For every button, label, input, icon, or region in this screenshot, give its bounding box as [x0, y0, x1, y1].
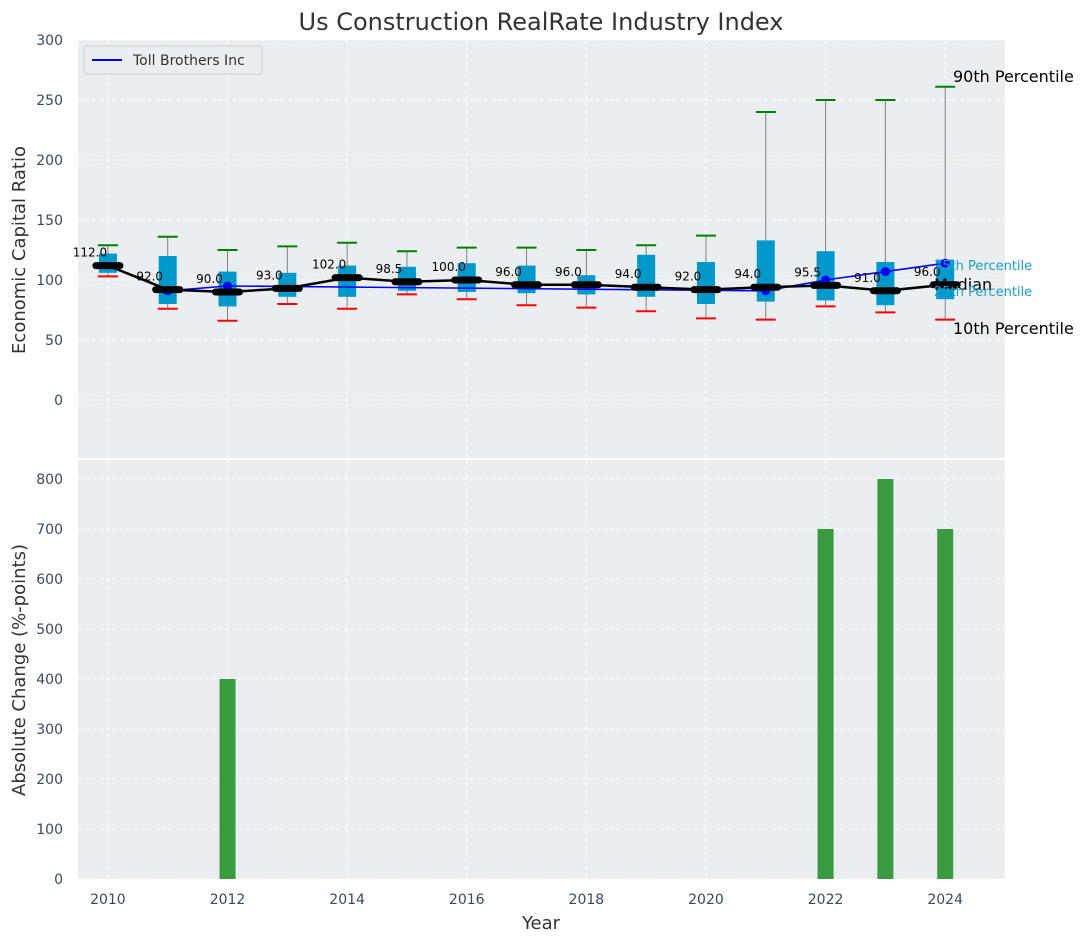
legend-label: Toll Brothers Inc: [132, 53, 245, 69]
y-tick-label: 600: [36, 572, 63, 588]
x-tick-label: 2012: [210, 892, 246, 908]
y-tick-label: 500: [36, 622, 63, 638]
median-value-labels: 112.0 92.0 90.0 93.0 102.0 98.5 100.0 96.0 96.0 9…: [73, 246, 941, 286]
x-tick-label: 2020: [688, 892, 724, 908]
box: [696, 262, 715, 304]
box: [338, 265, 357, 297]
y-tick-label: 300: [36, 722, 63, 738]
y-tick-label: 100: [36, 273, 63, 289]
annotation-p10: 10th Percentile: [953, 319, 1074, 338]
y-tick-label: 150: [36, 213, 63, 229]
median-label: 96.0: [495, 265, 522, 279]
series-point: [940, 258, 950, 268]
x-tick-label: 2024: [927, 892, 963, 908]
series-point: [223, 281, 233, 291]
x-tick-label: 2016: [449, 892, 485, 908]
x-tick-label: 2022: [808, 892, 844, 908]
bottom-y-axis-label: Absolute Change (%-points): [9, 544, 30, 796]
median-label: 94.0: [615, 267, 642, 281]
y-tick-label: 200: [36, 772, 63, 788]
chart-title: Us Construction RealRate Industry Index: [299, 8, 784, 36]
y-tick-label: 800: [36, 472, 63, 488]
box: [936, 259, 955, 300]
median-label: 96.0: [914, 265, 941, 279]
series-point: [880, 267, 890, 277]
median-label: 90.0: [196, 272, 223, 286]
median-label: 93.0: [256, 268, 283, 282]
top-plot-area: [78, 40, 1005, 458]
y-tick-label: 200: [36, 153, 63, 169]
median-label: 95.5: [794, 265, 821, 279]
median-label: 98.5: [376, 262, 403, 276]
median-label: 91.0: [854, 271, 881, 285]
y-tick-label: 700: [36, 522, 63, 538]
y-tick-label: 400: [36, 672, 63, 688]
median-label: 96.0: [555, 265, 582, 279]
bar: [817, 529, 834, 879]
median-label: 100.0: [432, 260, 466, 274]
x-tick-label: 2014: [329, 892, 365, 908]
annotation-median: Median: [934, 275, 992, 294]
y-tick-label: 100: [36, 822, 63, 838]
median-label: 112.0: [73, 246, 107, 260]
bar: [937, 529, 954, 879]
x-ticks: 2010 2012 2014 2016 2018 2020 2022 2024: [90, 892, 963, 908]
median-label: 92.0: [675, 270, 702, 284]
bar: [877, 479, 894, 879]
annotation-p75: 75th Percentile: [934, 259, 1032, 274]
x-tick-label: 2010: [90, 892, 126, 908]
x-tick-label: 2018: [569, 892, 605, 908]
y-tick-label: 300: [36, 33, 63, 49]
median-label: 94.0: [734, 267, 761, 281]
bottom-plot-area: [78, 460, 1005, 879]
annotation-p25: 25th Percentile: [934, 285, 1032, 300]
legend: Toll Brothers Inc: [83, 45, 263, 75]
x-axis-label: Year: [521, 913, 561, 934]
top-y-ticks: 0 50 100 150 200 250 300: [36, 33, 63, 409]
bottom-y-ticks: 0 100 200 300 400 500 600 700 800: [36, 472, 63, 888]
annotation-p90: 90th Percentile: [953, 67, 1074, 86]
y-tick-label: 250: [36, 93, 63, 109]
y-tick-label: 0: [54, 393, 63, 409]
bar: [219, 679, 236, 879]
top-y-axis-label: Economic Capital Ratio: [9, 146, 30, 354]
change-bars: [219, 479, 954, 879]
y-tick-label: 0: [54, 872, 63, 888]
median-series: [92, 262, 961, 296]
median-label: 92.0: [136, 270, 163, 284]
median-label: 102.0: [312, 258, 346, 272]
y-tick-label: 50: [45, 333, 63, 349]
